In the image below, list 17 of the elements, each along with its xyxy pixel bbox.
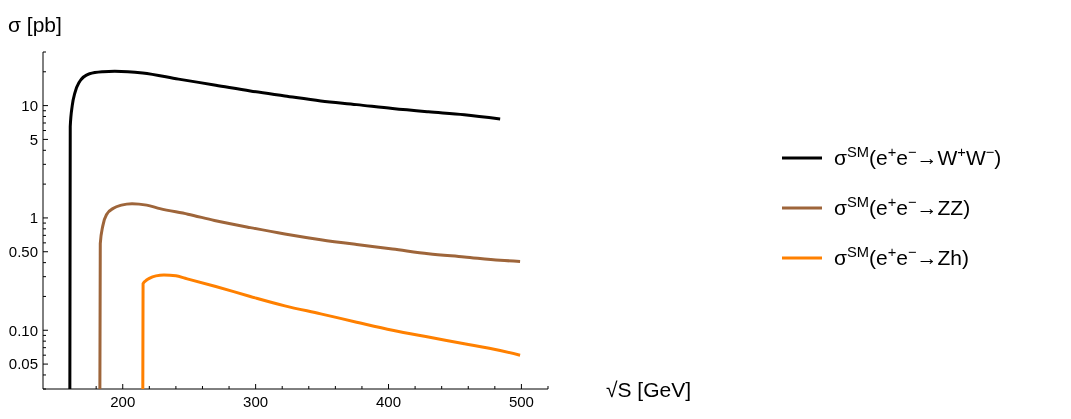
y-tick-label: 1 — [29, 209, 38, 227]
y-tick-label: 0.50 — [8, 243, 38, 260]
text: σ$^{SM}$(e$^{+}$e$^{−}$→W$^{+}$W$^{−}$) — [834, 144, 1002, 170]
y-tick-label: 10 — [21, 96, 38, 114]
y-tick-label: 5 — [29, 130, 38, 148]
legend-label: σ$^{SM}$(e$^{+}$e$^{−}$→ZZ) — [834, 194, 971, 220]
x-tick-label: 400 — [376, 393, 402, 410]
x-tick-label: 300 — [243, 393, 269, 410]
line-series — [141, 273, 522, 391]
y-axis-title: σ [pb] — [8, 13, 62, 36]
line-series — [98, 202, 522, 391]
y-tick-label: 0.05 — [8, 355, 38, 373]
x-axis-title: √S [GeV] — [606, 378, 692, 401]
x-tick-label: 200 — [110, 393, 136, 410]
y-tick-label: 0.10 — [8, 321, 38, 339]
x-tick-label: 500 — [508, 393, 534, 410]
legend-label: σ$^{SM}$(e$^{+}$e$^{−}$→Zh) — [834, 244, 970, 270]
